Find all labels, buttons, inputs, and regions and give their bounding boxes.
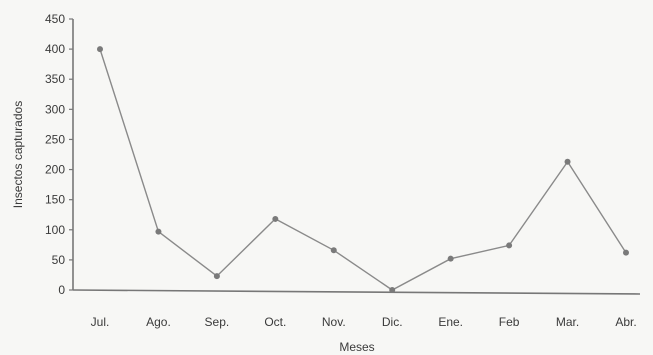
y-tick-label: 0	[58, 283, 65, 297]
data-point	[272, 215, 279, 222]
x-tick-label: Ago.	[146, 315, 171, 329]
x-tick-label: Mar.	[556, 315, 579, 329]
y-tick-label: 250	[45, 132, 65, 146]
y-tick-label: 300	[45, 102, 65, 116]
x-axis-ticks: Jul. Ago. Sep. Oct. Nov. Dic. Ene. Feb Mar. Abr.	[91, 315, 637, 329]
data-point	[623, 249, 629, 256]
x-tick-label: Jul.	[91, 315, 110, 329]
data-points	[97, 46, 629, 293]
data-point	[213, 273, 220, 280]
x-tick-label: Dic.	[382, 315, 403, 329]
y-tick-label: 450	[45, 12, 65, 26]
data-point	[564, 158, 571, 165]
x-tick-label: Ene.	[438, 315, 463, 329]
series-line	[99, 48, 627, 291]
data-point	[506, 242, 513, 249]
y-tick-label: 50	[52, 253, 66, 267]
x-tick-label: Abr.	[615, 315, 636, 329]
y-tick-label: 150	[45, 193, 65, 207]
y-tick-label: 100	[45, 223, 65, 237]
data-point	[447, 255, 454, 262]
y-tick-label: 200	[45, 163, 65, 177]
x-axis-title: Meses	[339, 340, 374, 354]
y-axis-title: Insectos capturados	[11, 101, 25, 208]
x-tick-label: Sep.	[205, 315, 230, 329]
data-point	[155, 228, 162, 235]
y-tick-label: 400	[45, 42, 65, 56]
data-point	[97, 46, 103, 53]
x-tick-label: Oct.	[264, 315, 286, 329]
x-tick-label: Feb	[499, 315, 520, 329]
x-axis-line	[72, 289, 641, 295]
x-tick-label: Nov.	[322, 315, 346, 329]
y-axis-ticks: 0 50 100 150 200 250 300 350 400 450	[45, 12, 73, 297]
data-point	[389, 287, 396, 293]
data-point	[330, 247, 337, 254]
y-tick-label: 350	[45, 72, 65, 86]
